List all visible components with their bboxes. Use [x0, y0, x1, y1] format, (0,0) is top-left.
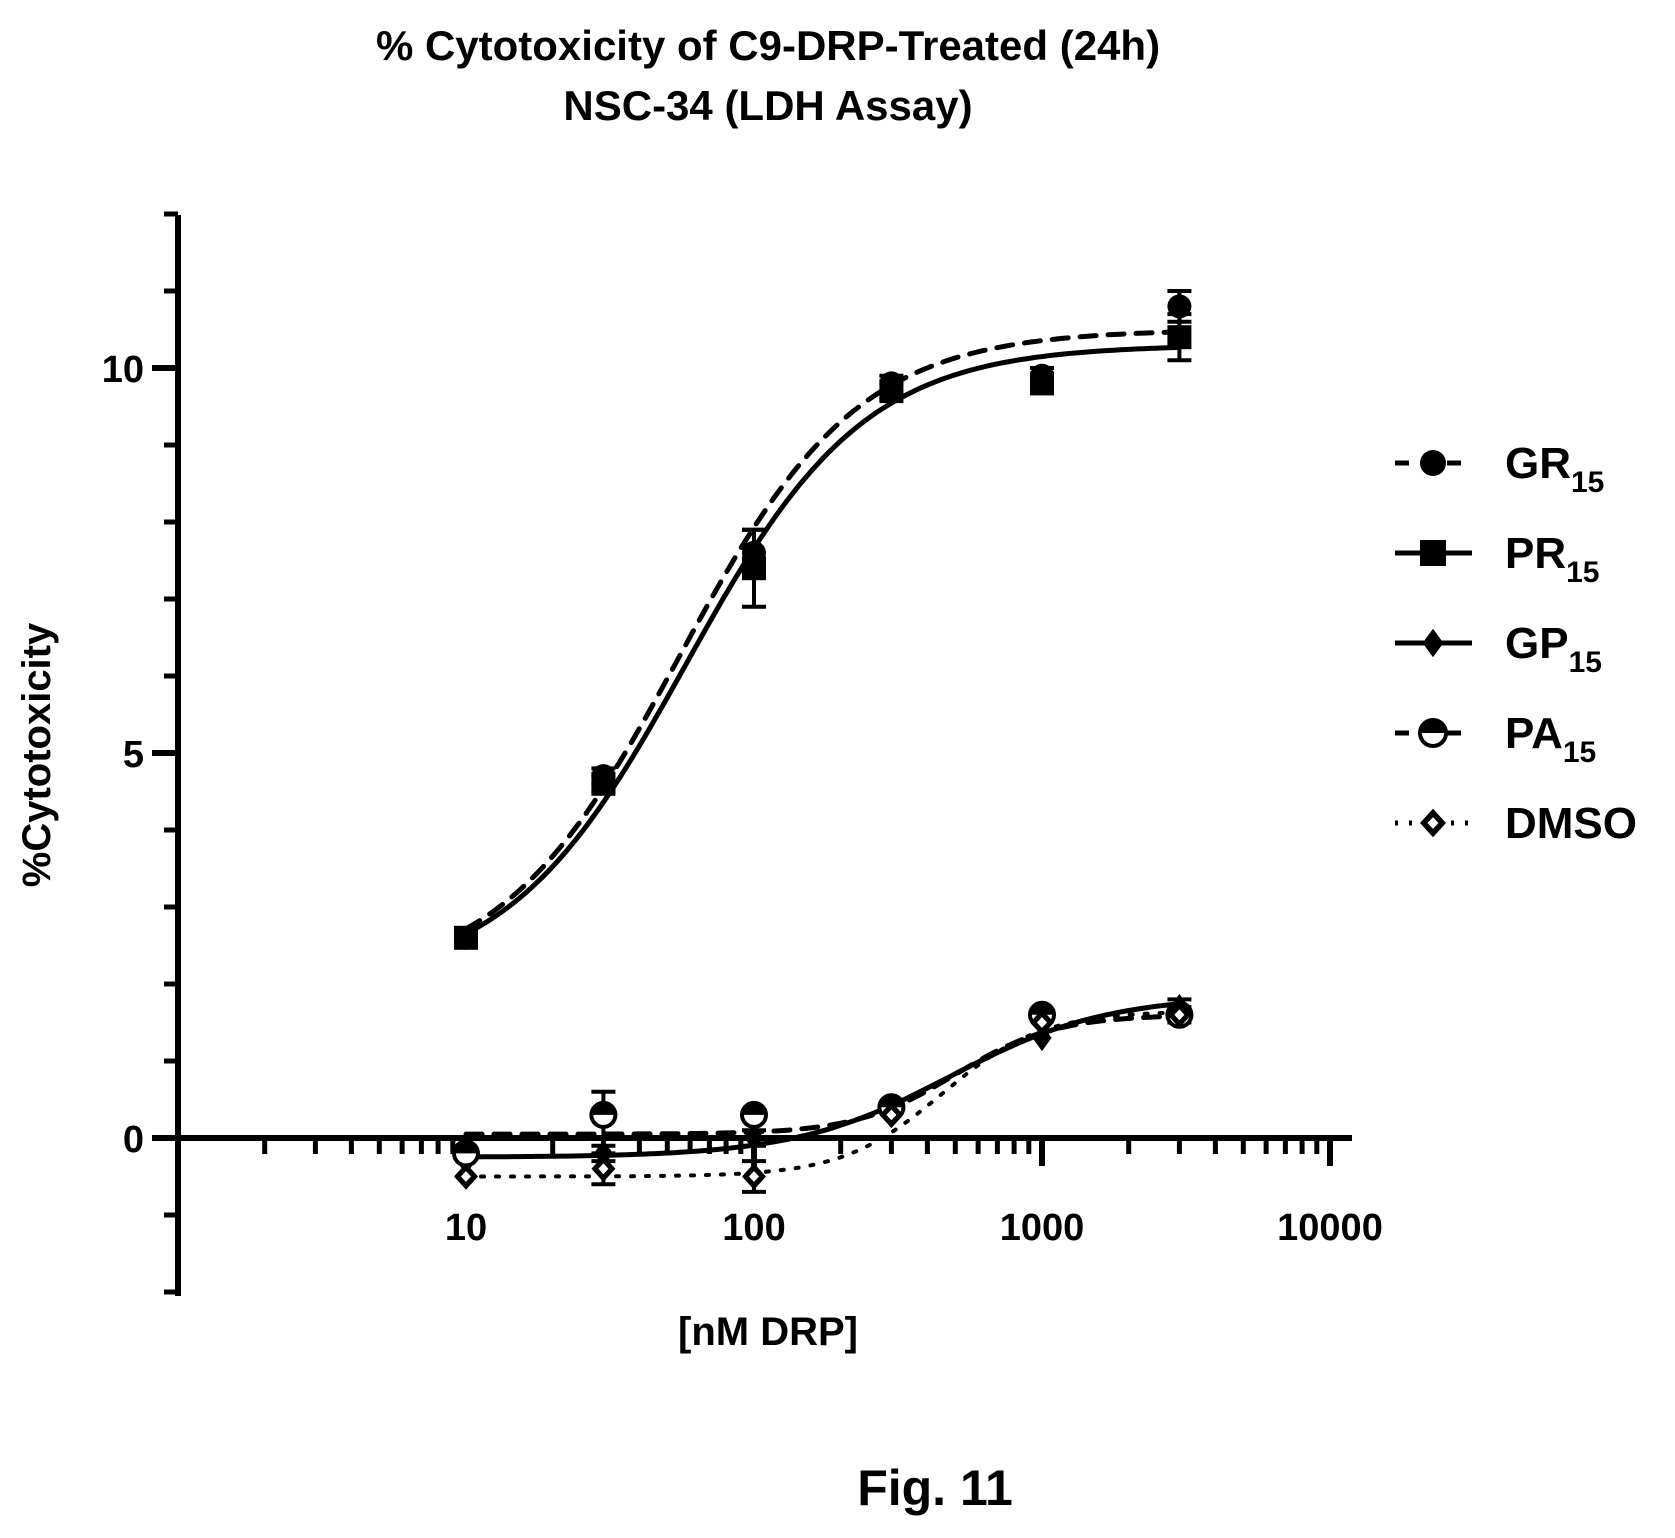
series-pa [452, 1000, 1194, 1168]
legend-label: PA15 [1505, 709, 1596, 769]
legend-marker [1420, 450, 1446, 476]
fit-curve-dmso [464, 1010, 1182, 1179]
data-point [879, 379, 904, 404]
data-point-center [748, 1171, 760, 1182]
legend-item-dmso: DMSO [1395, 799, 1637, 848]
legend-marker [1422, 628, 1444, 658]
data-point-center [1174, 1009, 1185, 1021]
y-axis-label: %Cytotoxicity [15, 622, 59, 887]
x-tick-label: 1000 [1000, 1207, 1085, 1249]
x-axis-label: [nM DRP] [678, 1310, 858, 1354]
x-tick-label: 10 [445, 1207, 487, 1249]
y-tick-label: 5 [123, 734, 144, 776]
legend-marker-fill [1420, 720, 1446, 733]
legend-label-subscript: 15 [1563, 736, 1596, 769]
data-point [1032, 1024, 1052, 1052]
data-point-fill [454, 1141, 478, 1154]
fit-curves [463, 329, 1182, 1179]
legend-marker [1420, 540, 1446, 566]
data-point [1167, 325, 1192, 350]
data-point [1030, 371, 1054, 396]
data-point-fill [742, 1102, 766, 1115]
legend-label: GR15 [1505, 439, 1604, 499]
legend-label: DMSO [1505, 799, 1637, 848]
legend-item-pa: PA15 [1395, 709, 1596, 769]
data-point [591, 771, 616, 796]
legend-label-subscript: 15 [1571, 466, 1604, 499]
data-point [454, 925, 478, 950]
legend-item-gr: GR15 [1395, 439, 1604, 499]
series-dmso [454, 1001, 1192, 1194]
axes: 0 5 10 10 100 1000 10000 [102, 211, 1383, 1296]
y-tick-label: 0 [123, 1119, 144, 1161]
y-tick-label: 10 [102, 349, 144, 391]
data-point-center [886, 1109, 897, 1121]
data-point-fill [879, 1095, 904, 1108]
data-point-center [460, 1171, 472, 1182]
series-pr [454, 312, 1192, 950]
x-tick-label: 100 [722, 1207, 785, 1249]
legend: GR15 PR15 GP15 PA15 DMSO [1395, 439, 1637, 848]
data-point-fill [1030, 1002, 1054, 1015]
data-point [744, 1124, 764, 1152]
data-point-center [598, 1163, 609, 1175]
fit-curve-pr [463, 344, 1182, 937]
legend-label: GP15 [1505, 619, 1602, 679]
data-point-center [1036, 1017, 1048, 1028]
data-point-fill [591, 1102, 616, 1115]
legend-label-subscript: 15 [1569, 646, 1602, 679]
legend-item-gp: GP15 [1395, 619, 1602, 679]
figure-label: Fig. 11 [857, 1460, 1013, 1516]
x-tick-label: 10000 [1277, 1207, 1383, 1249]
data-point [742, 556, 766, 581]
data-points [452, 289, 1194, 1194]
legend-label: PR15 [1505, 529, 1600, 589]
legend-item-pr: PR15 [1395, 529, 1600, 589]
chart-title-line2: NSC-34 (LDH Assay) [563, 82, 972, 129]
fit-curve-pa [463, 1013, 1182, 1137]
legend-marker-center [1427, 817, 1439, 829]
chart-title-line1: % Cytotoxicity of C9-DRP-Treated (24h) [376, 22, 1160, 69]
fit-curve-gr [463, 329, 1182, 932]
legend-label-subscript: 15 [1566, 556, 1599, 589]
